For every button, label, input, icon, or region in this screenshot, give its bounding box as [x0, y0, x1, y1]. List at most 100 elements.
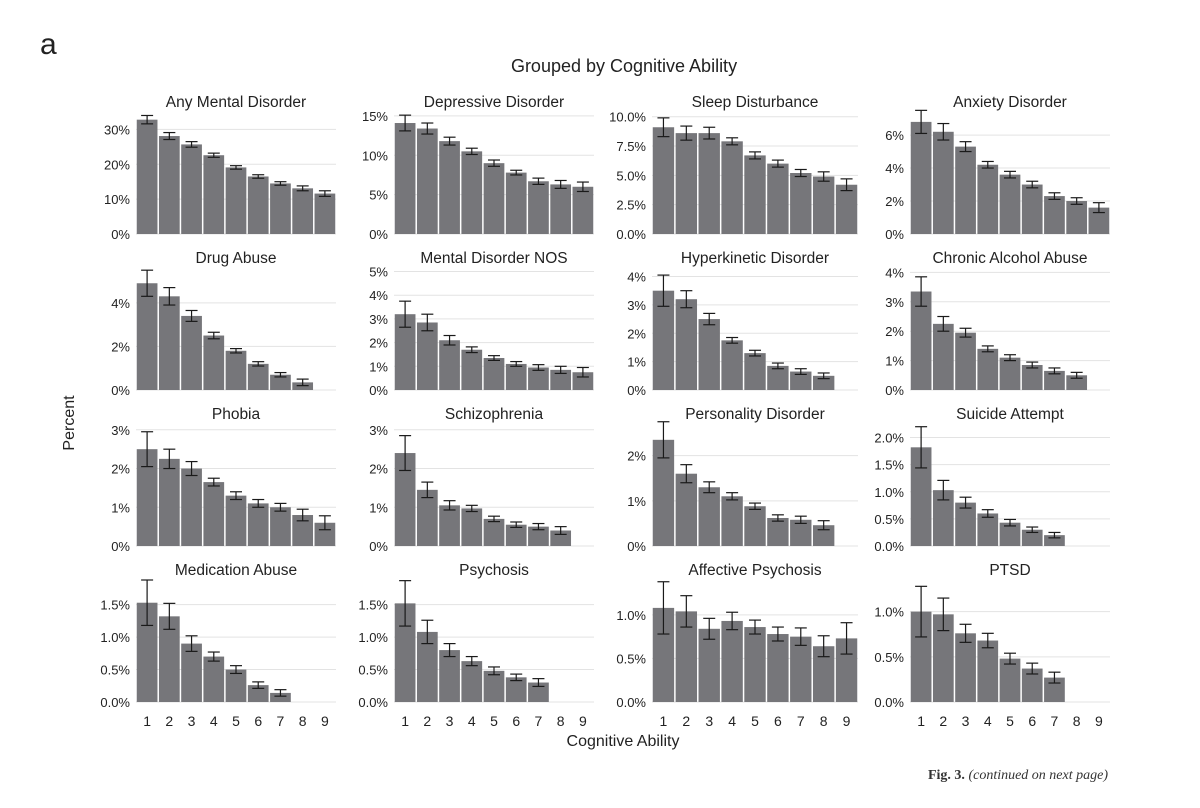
y-tick-label: 2%: [369, 336, 388, 351]
y-tick-label: 3%: [627, 298, 646, 313]
chart-panel: 0.0% 0.5% 1.0% 1.5% Medication Abuse 1 2 3 4 5 6 7 8…: [100, 562, 336, 729]
chart-title: Mental Disorder NOS: [420, 250, 567, 267]
bar: [270, 183, 291, 234]
x-tick-label: 4: [210, 713, 218, 729]
figure-title: Grouped by Cognitive Ability: [510, 56, 738, 76]
chart-title: Psychosis: [459, 562, 529, 579]
chart-panel: 0% 1% 2% 3% 4% Hyperkinetic Disorder: [627, 250, 858, 398]
y-tick-label: 0.0%: [358, 695, 388, 710]
chart-title: Sleep Disturbance: [692, 94, 819, 111]
chart-panel: 0% 2% 4% 6% Anxiety Disorder: [885, 94, 1110, 242]
bar: [955, 502, 976, 546]
y-tick-label: 0%: [885, 383, 904, 398]
y-tick-label: 1.0%: [616, 608, 646, 623]
bar: [483, 163, 505, 234]
bar: [528, 526, 549, 546]
bar: [977, 513, 999, 546]
chart-title: Suicide Attempt: [956, 406, 1064, 423]
x-tick-label: 7: [277, 713, 285, 729]
bar: [394, 123, 416, 234]
y-tick-label: 2%: [369, 462, 388, 477]
bar: [999, 522, 1021, 546]
bar: [1021, 529, 1043, 546]
chart-title: Any Mental Disorder: [166, 94, 306, 111]
bar: [528, 181, 549, 234]
x-tick-label: 4: [468, 713, 476, 729]
bar: [698, 487, 720, 546]
chart-panel: 0% 1% 2% 3% 4% 5% Mental Disorder NOS: [369, 250, 594, 398]
x-tick-label: 5: [1006, 713, 1014, 729]
y-tick-label: 2%: [885, 324, 904, 339]
bar: [1021, 668, 1043, 702]
y-tick-label: 0%: [627, 383, 646, 398]
bar: [181, 315, 202, 390]
bar: [528, 367, 549, 390]
chart-panel: 0.0% 0.5% 1.0% 1.5% 2.0% Suicide Attempt: [874, 406, 1110, 554]
y-tick-label: 1.0%: [100, 630, 130, 645]
bar: [158, 136, 180, 234]
bar: [1066, 201, 1088, 234]
y-tick-label: 1.5%: [100, 598, 130, 613]
x-tick-label: 5: [751, 713, 759, 729]
bar: [790, 371, 812, 390]
x-tick-label: 1: [143, 713, 151, 729]
bar: [790, 173, 812, 234]
bar: [181, 468, 202, 546]
y-tick-label: 10%: [104, 192, 130, 207]
bar: [461, 151, 483, 234]
bar: [225, 167, 247, 234]
bar: [247, 176, 269, 234]
y-tick-label: 3%: [111, 423, 130, 438]
y-tick-label: 4%: [885, 161, 904, 176]
bar: [721, 340, 743, 390]
y-tick-label: 4%: [111, 296, 130, 311]
x-tick-label: 9: [579, 713, 587, 729]
bar: [158, 296, 180, 390]
bar: [812, 525, 835, 546]
x-tick-label: 1: [917, 713, 925, 729]
y-tick-label: 1%: [369, 500, 388, 515]
bar: [158, 458, 180, 546]
bar: [203, 155, 225, 234]
bar: [394, 603, 416, 702]
bar: [550, 184, 572, 234]
y-tick-label: 2%: [111, 462, 130, 477]
bar: [932, 490, 954, 546]
y-tick-label: 3%: [369, 312, 388, 327]
bar: [767, 634, 789, 702]
bar: [270, 692, 291, 702]
x-tick-label: 7: [1051, 713, 1059, 729]
bar: [790, 636, 812, 702]
y-tick-label: 2%: [627, 326, 646, 341]
x-tick-label: 8: [820, 713, 828, 729]
y-tick-label: 0%: [885, 227, 904, 242]
y-tick-label: 10%: [362, 148, 388, 163]
bar: [528, 682, 549, 702]
x-tick-label: 8: [1073, 713, 1081, 729]
bar: [835, 184, 858, 234]
x-tick-label: 6: [254, 713, 262, 729]
bar: [744, 506, 766, 546]
bar: [932, 614, 954, 702]
y-tick-label: 1.0%: [358, 630, 388, 645]
x-tick-label: 5: [490, 713, 498, 729]
bar: [158, 616, 180, 702]
bar: [910, 291, 932, 390]
x-tick-label: 7: [797, 713, 805, 729]
bar: [675, 299, 698, 390]
bar: [812, 375, 835, 390]
bar: [999, 174, 1021, 234]
bar: [439, 340, 460, 390]
chart-panel: 0.0% 0.5% 1.0% Affective Psychosis 1 2 3 4 5 6 7 8 9: [616, 562, 858, 729]
bar: [675, 133, 698, 234]
bar: [744, 353, 766, 390]
bar: [977, 640, 999, 702]
y-tick-label: 0%: [111, 539, 130, 554]
bar: [999, 658, 1021, 702]
bar: [136, 602, 158, 702]
bar: [955, 146, 976, 234]
bar: [698, 319, 720, 390]
y-tick-label: 1.5%: [358, 598, 388, 613]
chart-panel: 0.0% 0.5% 1.0% PTSD 1 2 3 4 5 6 7 8 9: [874, 562, 1110, 729]
